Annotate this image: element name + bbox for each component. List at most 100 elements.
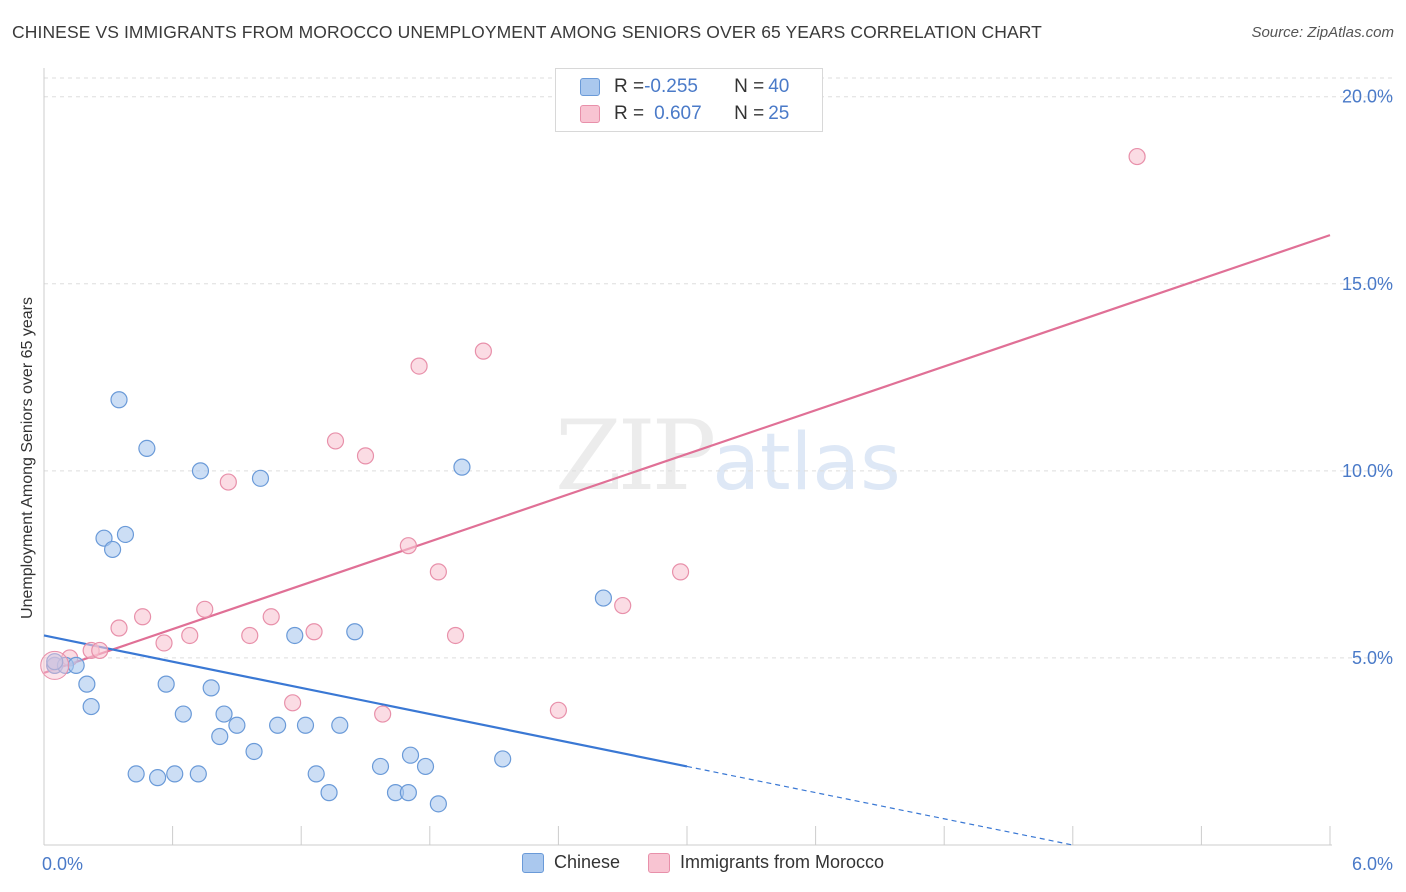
series-legend: Chinese Immigrants from Morocco — [0, 852, 1406, 873]
correlation-legend: R = -0.255 N = 40 R = 0.607 N = 25 — [555, 68, 823, 132]
legend-swatch-chinese — [521, 852, 544, 873]
legend-r-value: 0.607 — [654, 103, 702, 124]
legend-r-label: R = — [614, 76, 645, 97]
point-chinese — [399, 784, 417, 802]
legend-swatch-chinese — [580, 78, 600, 96]
axes — [43, 68, 1332, 846]
point-morocco — [410, 357, 428, 375]
point-chinese — [331, 716, 349, 734]
legend-label-chinese: Chinese — [553, 852, 620, 872]
point-chinese — [320, 784, 338, 802]
point-morocco — [219, 473, 237, 491]
legend-item-chinese: Chinese — [521, 852, 620, 873]
data-points — [40, 147, 1146, 813]
point-chinese — [116, 525, 135, 544]
legend-n-value: 40 — [768, 76, 790, 97]
point-chinese — [166, 765, 184, 783]
chart-title: CHINESE VS IMMIGRANTS FROM MOROCCO UNEMP… — [12, 22, 1042, 42]
point-chinese — [138, 439, 156, 458]
point-chinese — [251, 469, 270, 487]
point-chinese — [594, 589, 613, 607]
point-morocco — [374, 705, 392, 723]
trend-lines — [43, 234, 1331, 846]
point-chinese — [429, 795, 447, 813]
legend-n-label: N = — [734, 76, 765, 97]
point-chinese — [269, 716, 287, 734]
point-morocco — [671, 563, 690, 581]
point-chinese — [245, 742, 263, 761]
point-morocco — [91, 641, 109, 660]
legend-n-value: 25 — [768, 103, 790, 124]
point-morocco — [614, 596, 632, 615]
point-chinese — [103, 540, 122, 559]
point-morocco — [133, 608, 152, 626]
point-morocco — [549, 701, 568, 719]
point-chinese — [494, 750, 512, 768]
point-chinese — [401, 746, 420, 764]
grid-lines — [44, 77, 1394, 659]
y-tick-label: 10.0% — [1342, 461, 1393, 481]
point-chinese — [191, 462, 210, 480]
point-chinese — [67, 656, 85, 675]
source-label: Source: ZipAtlas.com — [1251, 24, 1394, 41]
point-morocco — [399, 537, 417, 555]
point-chinese — [189, 765, 207, 783]
point-chinese — [157, 675, 175, 693]
trend-line-chinese — [43, 634, 688, 768]
point-chinese — [82, 697, 100, 716]
legend-row-morocco: R = 0.607 N = 25 — [580, 101, 789, 127]
x-tick-label: 6.0% — [1352, 854, 1393, 874]
point-chinese — [78, 675, 96, 693]
trend-line-chinese-extension — [686, 765, 1073, 846]
watermark: ZIPatlas — [555, 400, 901, 512]
point-morocco — [155, 634, 173, 652]
point-cluster — [40, 650, 70, 680]
point-chinese — [228, 716, 246, 734]
point-morocco — [429, 563, 447, 581]
x-tick-label: 0.0% — [42, 854, 83, 874]
point-morocco — [446, 626, 465, 645]
point-chinese — [174, 705, 192, 723]
legend-n-label: N = — [734, 103, 765, 124]
point-chinese — [46, 653, 64, 671]
point-chinese — [286, 626, 304, 645]
watermark-atlas: atlas — [712, 418, 901, 508]
point-chinese — [416, 757, 435, 776]
legend-r-label: R = — [614, 103, 645, 124]
legend-label-morocco: Immigrants from Morocco — [680, 852, 885, 872]
point-chinese — [110, 391, 128, 409]
point-chinese — [215, 705, 233, 723]
point-chinese — [202, 679, 220, 697]
trend-line-morocco — [43, 234, 1331, 674]
point-chinese — [307, 765, 325, 783]
point-chinese — [453, 458, 471, 476]
point-morocco — [284, 694, 302, 712]
watermark-zip: ZIP — [555, 400, 716, 512]
point-morocco — [110, 619, 128, 637]
point-morocco — [474, 342, 492, 360]
y-tick-label: 20.0% — [1342, 87, 1393, 107]
legend-item-morocco: Immigrants from Morocco — [648, 852, 884, 873]
y-tick-label: 5.0% — [1352, 648, 1393, 668]
point-morocco — [262, 608, 280, 626]
tick-labels: 5.0% 10.0% 15.0% 20.0% 0.0% 6.0% — [42, 87, 1393, 874]
point-chinese — [346, 623, 364, 641]
point-chinese — [371, 757, 390, 776]
point-morocco — [305, 623, 323, 641]
point-chinese — [127, 765, 145, 783]
point-morocco — [181, 626, 199, 645]
legend-swatch-morocco — [580, 105, 600, 123]
point-morocco — [1128, 147, 1146, 166]
y-tick-label: 15.0% — [1342, 274, 1393, 294]
legend-r-value: -0.255 — [644, 76, 698, 97]
point-morocco — [196, 600, 214, 618]
point-morocco — [356, 447, 375, 465]
point-chinese — [211, 727, 229, 746]
point-chinese — [296, 716, 315, 734]
point-morocco — [326, 432, 345, 450]
point-morocco — [241, 626, 259, 645]
legend-row-chinese: R = -0.255 N = 40 — [580, 74, 789, 100]
legend-swatch-morocco — [648, 852, 670, 873]
point-chinese — [148, 769, 167, 787]
